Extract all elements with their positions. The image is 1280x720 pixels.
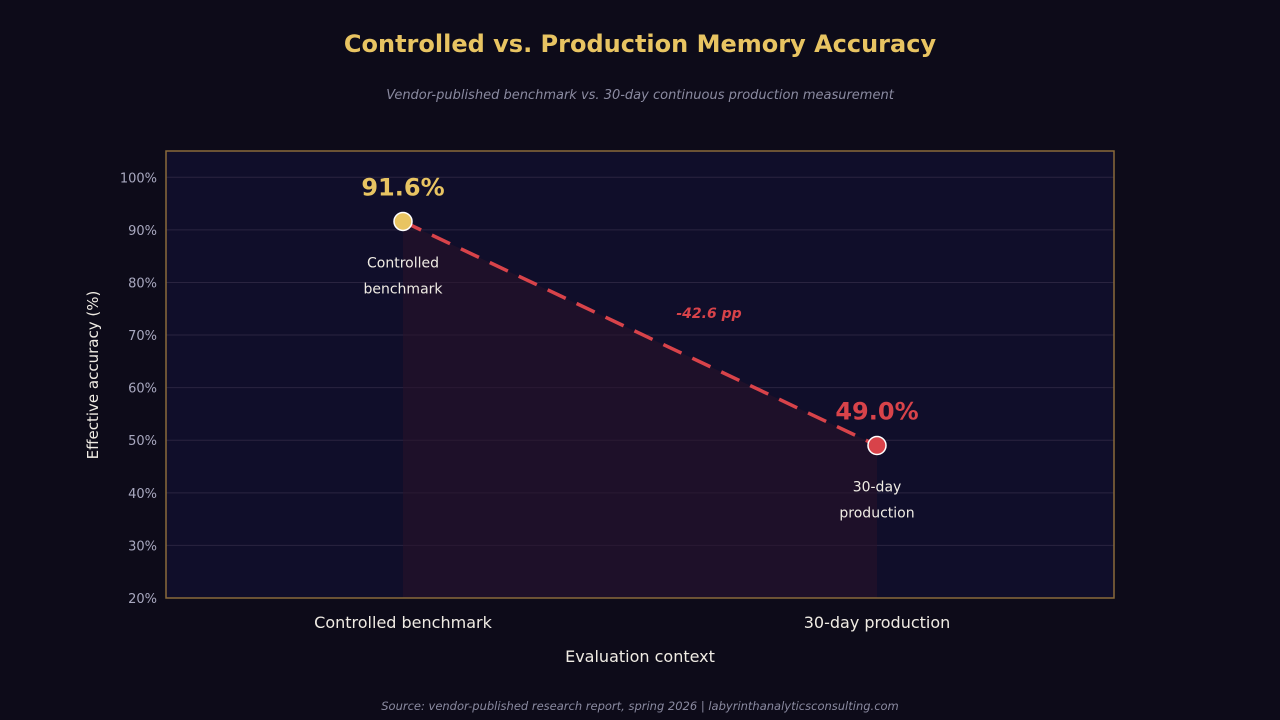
point-label: production	[839, 505, 914, 521]
chart-subtitle: Vendor-published benchmark vs. 30-day co…	[386, 88, 894, 103]
y-axis-label: Effective accuracy (%)	[84, 291, 102, 460]
value-label: 49.0%	[835, 397, 918, 425]
point-label: Controlled	[367, 255, 439, 271]
chart-title: Controlled vs. Production Memory Accurac…	[343, 30, 937, 58]
y-tick-label: 30%	[128, 539, 157, 554]
y-tick-label: 70%	[128, 329, 157, 344]
series-line	[402, 219, 878, 448]
x-tick-label: Controlled benchmark	[314, 613, 492, 632]
drop-annotation: -42.6 pp	[676, 306, 741, 322]
y-tick-label: 60%	[128, 382, 157, 397]
y-tick-label: 90%	[128, 224, 157, 239]
plot-border	[165, 150, 1115, 599]
value-label: 91.6%	[361, 173, 444, 201]
point-label: benchmark	[363, 281, 443, 297]
source-footer: Source: vendor-published research report…	[381, 699, 899, 713]
y-tick-label: 40%	[128, 487, 157, 502]
y-tick-label: 50%	[128, 434, 157, 449]
point-label: 30-day	[853, 479, 902, 495]
y-tick-label: 20%	[128, 592, 157, 607]
data-point	[393, 211, 413, 232]
x-tick-label: 30-day production	[804, 613, 951, 632]
y-tick-label: 100%	[120, 171, 157, 186]
data-point	[867, 435, 887, 456]
y-tick-label: 80%	[128, 276, 157, 291]
drop-area	[403, 221, 877, 598]
x-axis-label: Evaluation context	[565, 647, 715, 666]
